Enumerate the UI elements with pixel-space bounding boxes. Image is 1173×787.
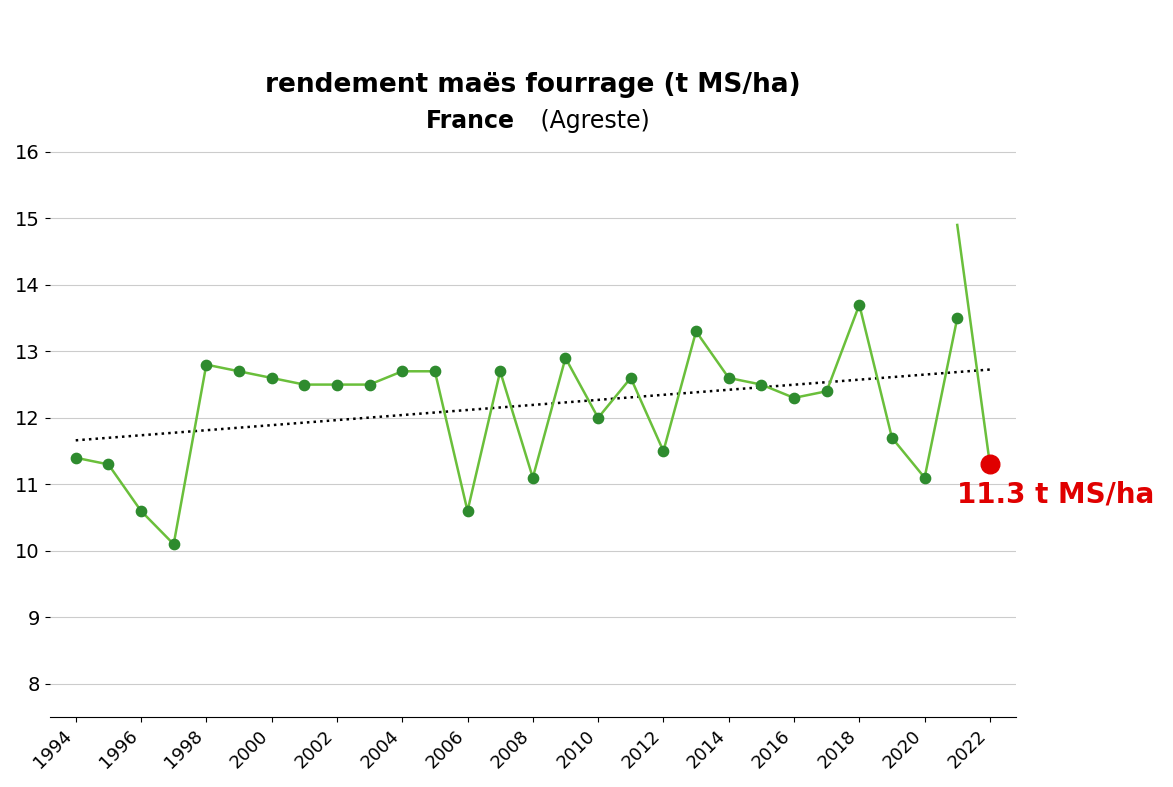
Point (164, 538, 183, 550)
Point (197, 358, 216, 371)
Point (459, 504, 477, 517)
Point (523, 471, 542, 484)
Point (948, 312, 967, 324)
Point (230, 365, 249, 378)
Point (360, 379, 379, 391)
Point (393, 365, 412, 378)
Point (882, 431, 901, 444)
Point (327, 379, 346, 391)
Point (131, 504, 150, 517)
Point (263, 371, 282, 384)
Point (556, 352, 575, 364)
Point (752, 379, 771, 391)
Point (490, 365, 509, 378)
Point (850, 298, 869, 311)
Point (686, 325, 705, 338)
Point (915, 471, 934, 484)
Point (981, 458, 999, 471)
Point (67, 452, 86, 464)
Text: France: France (426, 109, 515, 133)
Point (719, 371, 738, 384)
Text: (Agreste): (Agreste) (533, 109, 650, 133)
Point (99, 458, 117, 471)
Text: 11.3 t MS/ha: 11.3 t MS/ha (957, 481, 1154, 509)
Point (589, 412, 608, 424)
Text: rendement maës fourrage (t MS/ha): rendement maës fourrage (t MS/ha) (265, 72, 801, 98)
Point (426, 365, 445, 378)
Point (818, 385, 836, 397)
Point (655, 445, 673, 457)
Point (294, 379, 313, 391)
Point (622, 371, 640, 384)
Point (785, 392, 804, 405)
